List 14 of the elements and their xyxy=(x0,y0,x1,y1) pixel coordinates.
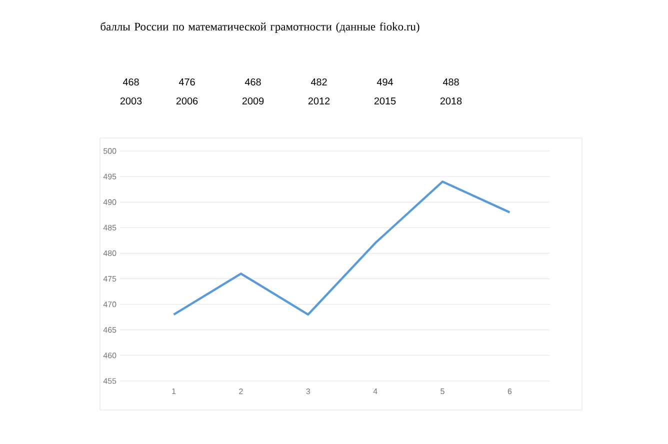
text: 2012 xyxy=(308,97,330,105)
text: 488 xyxy=(442,78,459,86)
chart-title: баллы России по математической грамотности (данные fioko.ru) xyxy=(100,22,420,33)
text: 476 xyxy=(178,78,195,86)
text: 2009 xyxy=(242,97,264,105)
text: 482 xyxy=(310,78,327,86)
text: 2018 xyxy=(440,97,462,105)
text: 2003 xyxy=(120,97,142,105)
text: 468 xyxy=(244,78,261,86)
text: 2006 xyxy=(176,97,198,105)
text: 494 xyxy=(376,78,394,86)
line-series xyxy=(172,180,511,316)
text: 468 xyxy=(122,78,139,86)
text: 2015 xyxy=(374,97,396,105)
